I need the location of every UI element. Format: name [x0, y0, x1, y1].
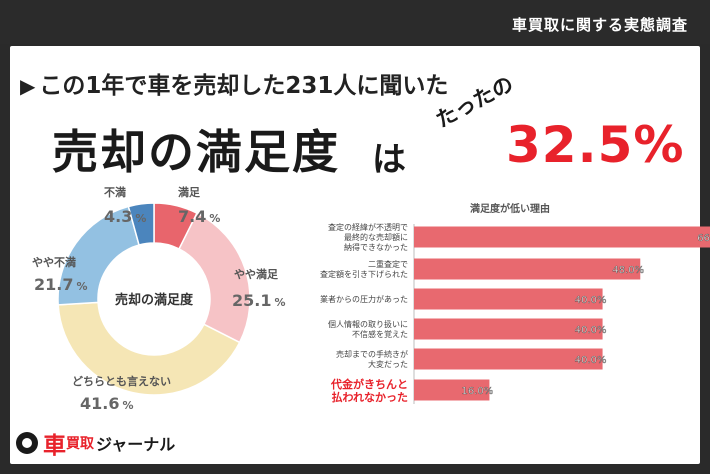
main-title: 売却の満足度	[52, 125, 340, 179]
bar-1	[414, 258, 641, 280]
bar-value-5: 16.0%	[462, 386, 494, 397]
bar-label-4-1: 大変だった	[368, 359, 408, 369]
logo-kaitori: 買取	[66, 436, 94, 452]
pie-slice-4	[127, 202, 155, 246]
pie-label-1: やや満足	[234, 267, 279, 281]
pie-value-3: 21.7%	[34, 275, 88, 294]
pie-label-4: 不満	[104, 185, 126, 199]
bar-label-0-2: 納得できなかった	[344, 242, 408, 252]
bar-label-3-1: 不信感を覚えた	[352, 329, 408, 339]
highlight-percent: 32.5%	[506, 116, 685, 174]
pie-label-2: どちらとも言えない	[72, 374, 171, 388]
tire-icon	[16, 432, 38, 454]
brand-logo: 車 買取 ジャーナル	[16, 426, 175, 460]
bar-label-0-0: 査定の経緯が不透明で	[328, 222, 408, 232]
pie-value-0: 7.4%	[178, 207, 220, 226]
bar-label-0-1: 最終的な売却額に	[344, 232, 408, 242]
logo-journal: ジャーナル	[96, 435, 176, 454]
bar-3	[414, 318, 603, 340]
bar-label-1-0: 二重査定で	[368, 259, 408, 269]
bar-value-2: 40.0%	[575, 295, 607, 306]
content-panel	[10, 46, 700, 464]
bar-value-1: 48.0%	[612, 265, 644, 276]
bar-label-2-0: 業者からの圧力があった	[320, 294, 408, 304]
top-bar	[0, 0, 710, 44]
bar-label-1-1: 査定額を引き下げられた	[320, 269, 408, 279]
headline: ▶ この1年で車を売却した231人に聞いた	[20, 66, 448, 100]
pie-value-4: 4.3%	[104, 207, 146, 226]
pie-label-3: やや不満	[32, 255, 76, 269]
pie-label-0: 満足	[178, 185, 201, 199]
pie-value-1: 25.1%	[232, 291, 286, 310]
pie-center-label: 売却の満足度	[115, 292, 194, 308]
main-title-particle: は	[372, 140, 406, 180]
bar-label-3-0: 個人情報の取り扱いに	[328, 319, 408, 329]
bar-5	[414, 379, 490, 401]
bar-label-5-1: 払われなかった	[332, 390, 408, 404]
bar-label-5-0: 代金がきちんと	[330, 377, 408, 391]
headline-text: この1年で車を売却した231人に聞いた	[39, 73, 449, 99]
bar-4	[414, 348, 603, 370]
survey-tag: 車買取に関する実態調査	[511, 16, 688, 34]
bar-label-4-0: 売却までの手続きが	[336, 349, 408, 359]
logo-kuruma: 車	[43, 432, 66, 459]
bar-2	[414, 288, 603, 310]
bar-chart-title: 満足度が低い理由	[470, 202, 550, 215]
bar-value-0: 66.0%	[697, 233, 710, 244]
pie-value-2: 41.6%	[80, 394, 134, 413]
bar-value-4: 40.0%	[575, 355, 607, 366]
pie-slice-2	[57, 301, 241, 396]
play-triangle-icon: ▶	[20, 74, 36, 98]
bar-value-3: 40.0%	[575, 325, 607, 336]
bar-0	[414, 226, 710, 248]
